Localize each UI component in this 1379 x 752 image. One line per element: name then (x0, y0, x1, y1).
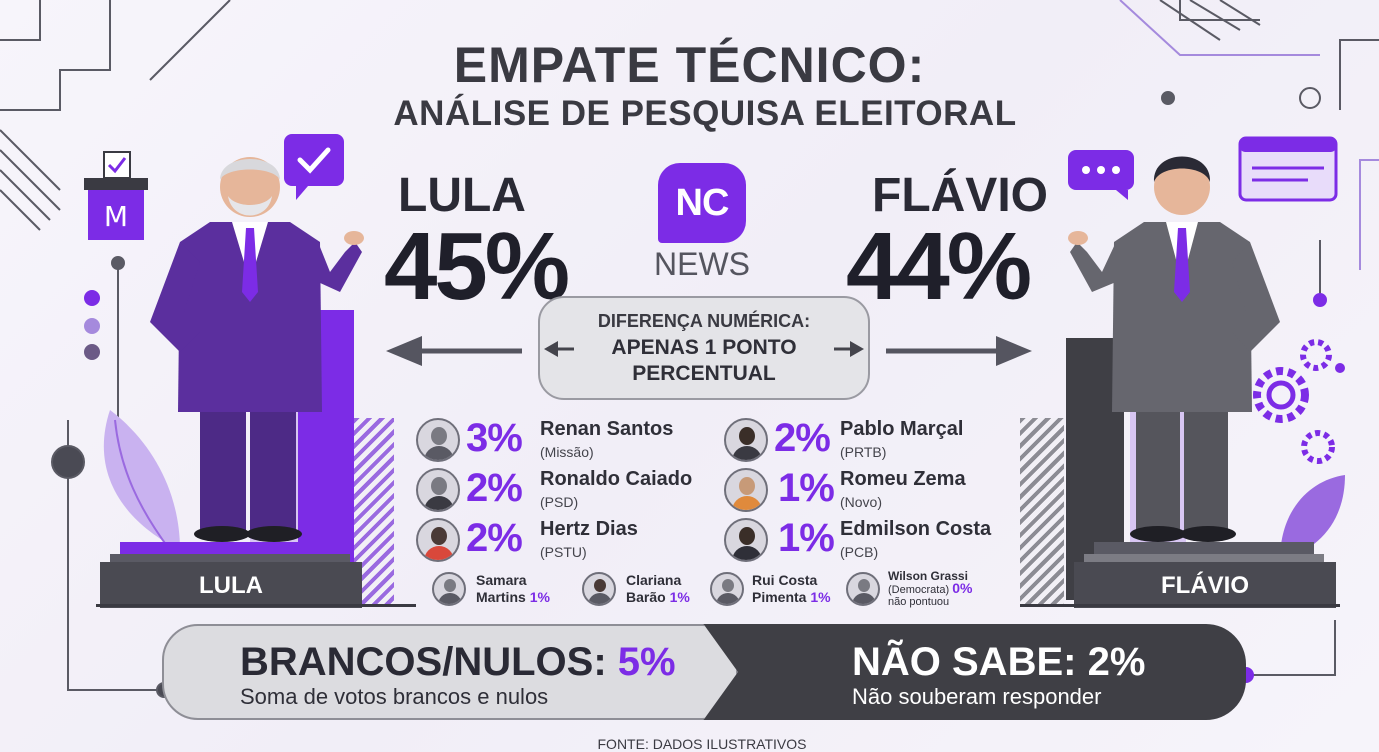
avatar (724, 468, 768, 512)
dont-know-description: Não souberam responder (852, 684, 1102, 709)
marcal-name: Pablo Marçal (840, 418, 964, 440)
samara-label: Samara Martins 1% (476, 572, 550, 606)
lula-percentage: 45% (384, 213, 570, 320)
ground-line-left (96, 604, 416, 607)
caiado-pct: 2% (466, 466, 523, 510)
caiado-party: (PSD) (540, 494, 579, 510)
clariana-label: Clariana Barão 1% (626, 572, 690, 606)
wilson-line1: Wilson Grassi (888, 569, 968, 583)
flavio-percentage: 44% (846, 213, 1032, 320)
marcal-pct: 2% (774, 416, 831, 460)
samara-line1: Samara (476, 572, 527, 588)
dont-know-heading: NÃO SABE: 2% (852, 640, 1146, 684)
lula-pedestal (100, 542, 362, 608)
edmilson-party: (PCB) (840, 544, 879, 560)
avatar (724, 518, 768, 562)
clariana-line2: Barão (626, 589, 666, 605)
flavio-pedestal (1074, 542, 1336, 608)
arrow-right-icon (886, 336, 1032, 366)
wilson-pct: 0% (952, 580, 973, 596)
edmilson-pct: 1% (778, 516, 835, 560)
hertz-pct: 2% (466, 516, 523, 560)
lula-figure (150, 157, 364, 542)
dont-know-banner (660, 624, 1246, 720)
difference-line2: APENAS 1 PONTO (611, 335, 797, 359)
avatar (582, 572, 616, 606)
clariana-line1: Clariana (626, 572, 682, 588)
samara-line2: Martins (476, 589, 526, 605)
rui-line1: Rui Costa (752, 572, 818, 588)
clariana-line2-row: Barão 1% (626, 589, 690, 606)
arrow-left-icon (386, 336, 522, 366)
avatar (432, 572, 466, 606)
hertz-name: Hertz Dias (540, 518, 638, 540)
blank-null-pct: 5% (617, 640, 676, 684)
ballot-box-icon: M (84, 151, 148, 240)
browser-window-icon (1238, 136, 1338, 202)
samara-pct: 1% (529, 589, 550, 605)
samara-line2-row: Martins 1% (476, 589, 550, 606)
hertz-party: (PSTU) (540, 544, 587, 560)
chat-bubble-icon (1068, 150, 1134, 200)
renan-party: (Missão) (540, 444, 594, 460)
renan-name: Renan Santos (540, 418, 674, 440)
flavio-name: FLÁVIO (872, 169, 1048, 222)
rui-line2: Pimenta (752, 589, 807, 605)
wilson-note: não pontuou (888, 596, 950, 608)
rui-pct: 1% (810, 589, 831, 605)
avatar (416, 418, 460, 462)
leaf-left-icon (103, 410, 180, 550)
zema-party: (Novo) (840, 494, 883, 510)
check-bubble-icon (284, 134, 344, 200)
zema-name: Romeu Zema (840, 468, 966, 490)
difference-line1: DIFERENÇA NUMÉRICA: (597, 310, 811, 331)
rui-label: Rui Costa Pimenta 1% (752, 572, 831, 606)
wilson-label: Wilson Grassi (Democrata) 0% não pontuou (888, 570, 972, 608)
news-label: NEWS (654, 246, 750, 282)
avatar (416, 468, 460, 512)
rui-line2-row: Pimenta 1% (752, 589, 831, 606)
lula-pedestal-label: LULA (199, 572, 263, 599)
double-arrow-icon (544, 341, 864, 357)
avatar (416, 518, 460, 562)
flavio-pedestal-label: FLÁVIO (1161, 572, 1249, 599)
zema-pct: 1% (778, 466, 835, 510)
caiado-name: Ronaldo Caiado (540, 468, 693, 490)
wilson-line2-row: (Democrata) 0% (888, 580, 973, 596)
source-note: FONTE: DADOS ILUSTRATIVOS (597, 736, 807, 752)
edmilson-name: Edmilson Costa (840, 518, 992, 540)
difference-callout: DIFERENÇA NUMÉRICA: APENAS 1 PONTO PERCE… (538, 296, 870, 400)
leaf-right-icon (1280, 475, 1345, 560)
difference-line3: PERCENTUAL (632, 361, 776, 385)
blank-null-description: Soma de votos brancos e nulos (240, 684, 549, 709)
right-bar-hatched (1020, 418, 1064, 604)
clariana-pct: 1% (669, 589, 690, 605)
blank-null-label: BRANCOS/NULOS: (240, 640, 607, 684)
flavio-figure (1068, 156, 1280, 542)
blank-null-heading: BRANCOS/NULOS: 5% (240, 640, 676, 685)
avatar (724, 418, 768, 462)
page-title: EMPATE TÉCNICO: (453, 37, 926, 93)
lula-name: LULA (398, 169, 526, 222)
nc-logo: NC (658, 163, 746, 243)
marcal-party: (PRTB) (840, 444, 887, 460)
gear-icon (1253, 339, 1335, 464)
blank-null-banner (162, 624, 738, 720)
wilson-line2: (Democrata) (888, 584, 950, 596)
svg-text:M: M (104, 200, 128, 233)
avatar (846, 572, 880, 606)
avatar (710, 572, 744, 606)
renan-pct: 3% (466, 416, 523, 460)
page-subtitle: ANÁLISE DE PESQUISA ELEITORAL (393, 94, 1017, 133)
ground-line-right (1020, 604, 1340, 607)
